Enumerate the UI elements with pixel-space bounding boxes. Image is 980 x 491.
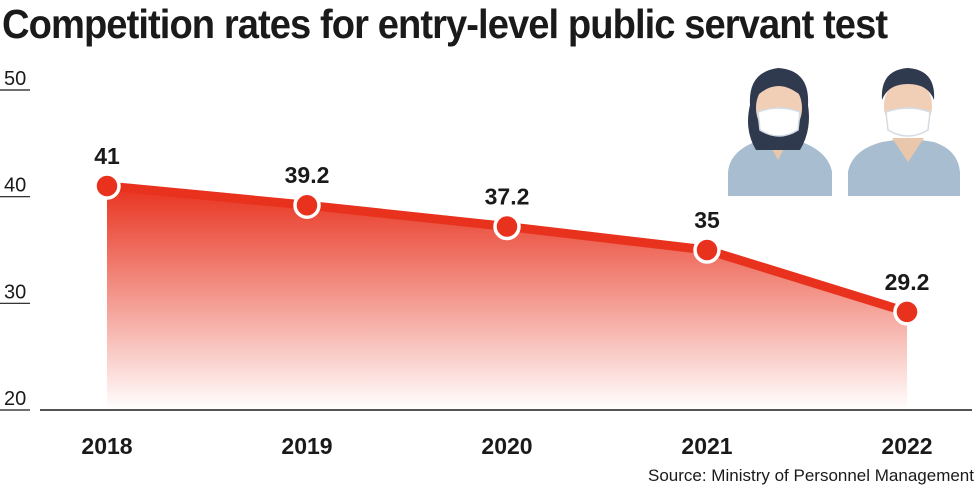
data-label: 37.2 xyxy=(485,184,530,210)
x-tick-label: 2022 xyxy=(881,433,932,459)
masked-people-illustration xyxy=(728,68,960,196)
data-label: 35 xyxy=(694,207,720,233)
data-point xyxy=(293,191,321,219)
data-point xyxy=(893,298,921,326)
y-tick-label: 20 xyxy=(4,388,26,410)
data-label: 41 xyxy=(94,143,120,169)
source-note: Source: Ministry of Personnel Management xyxy=(648,466,974,485)
y-tick-label: 50 xyxy=(4,68,26,90)
masked-man-icon xyxy=(848,68,960,196)
chart-title: Competition rates for entry-level public… xyxy=(2,1,888,47)
y-tick-label: 30 xyxy=(4,281,26,303)
data-point xyxy=(693,236,721,264)
area-fill xyxy=(107,186,907,410)
data-label: 39.2 xyxy=(285,162,330,188)
x-tick-label: 2019 xyxy=(281,433,332,459)
x-axis: 2018 2019 2020 2021 2022 xyxy=(81,433,932,459)
points-layer: 41 39.2 37.2 35 29.2 xyxy=(93,143,930,326)
masked-woman-icon xyxy=(728,68,832,196)
data-point xyxy=(493,212,521,241)
x-tick-label: 2020 xyxy=(481,433,532,459)
y-tick-label: 40 xyxy=(4,175,26,197)
x-tick-label: 2018 xyxy=(81,433,132,459)
x-tick-label: 2021 xyxy=(681,433,732,459)
data-point xyxy=(93,172,121,200)
data-label: 29.2 xyxy=(885,269,930,295)
y-axis: 20 30 40 50 xyxy=(0,68,30,411)
